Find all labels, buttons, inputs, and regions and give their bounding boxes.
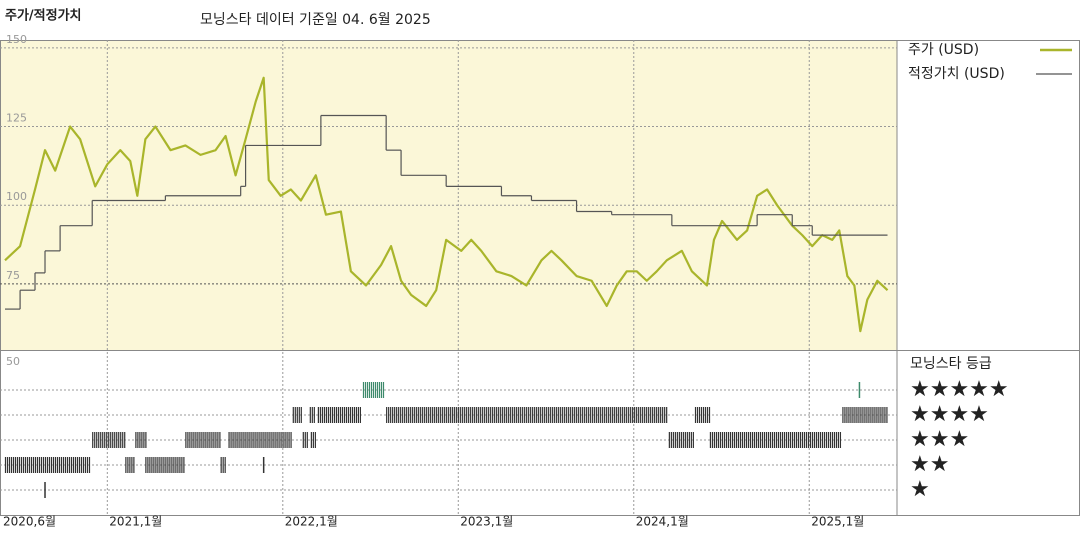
rating-label: ★★ (910, 452, 949, 477)
rating-period (668, 432, 694, 448)
rating-period (185, 432, 221, 448)
y-tick-label: 75 (6, 269, 20, 282)
rating-label: ★★★★★ (910, 377, 1009, 402)
y-tick-label: 100 (6, 190, 27, 203)
x-tick-label: 2020,6월 (3, 515, 56, 529)
rating-period (292, 407, 302, 423)
rating-period (842, 407, 888, 423)
rating-period (220, 457, 226, 473)
plot-background (0, 40, 897, 350)
rating-label: ★★★★ (910, 402, 989, 427)
rating-period (4, 457, 91, 473)
rating-title: 모닝스타 등급 (910, 356, 992, 372)
rating-period (694, 407, 711, 423)
rating-period (386, 407, 668, 423)
x-tick-label: 2023,1월 (460, 515, 513, 529)
rating-period (125, 457, 135, 473)
chart-title: 주가/적정가치 (5, 8, 82, 24)
legend-label: 적정가치 (USD) (908, 66, 1005, 82)
fair-value-riser (19, 115, 813, 310)
rating-period (145, 457, 185, 473)
rating-axis-label: 50 (6, 355, 20, 368)
x-tick-label: 2025,1월 (811, 515, 864, 529)
legend-label: 주가 (USD) (908, 42, 979, 58)
x-tick-label: 2024,1월 (636, 515, 689, 529)
rating-period (92, 432, 126, 448)
y-tick-label: 150 (6, 33, 27, 46)
rating-period (135, 432, 147, 448)
chart-subtitle: 모닝스타 데이터 기준일 04. 6월 2025 (200, 12, 431, 28)
rating-period (310, 432, 316, 448)
x-tick-label: 2022,1월 (285, 515, 338, 529)
rating-period (317, 407, 361, 423)
rating-label: ★★★ (910, 427, 969, 452)
rating-period (709, 432, 842, 448)
price-line (4, 76, 889, 333)
rating-period (228, 432, 292, 448)
rating-period (302, 432, 308, 448)
rating-period (309, 407, 315, 423)
x-tick-label: 2021,1월 (109, 515, 162, 529)
y-tick-label: 125 (6, 112, 27, 125)
rating-period (362, 382, 385, 398)
rating-label: ★ (910, 477, 930, 502)
